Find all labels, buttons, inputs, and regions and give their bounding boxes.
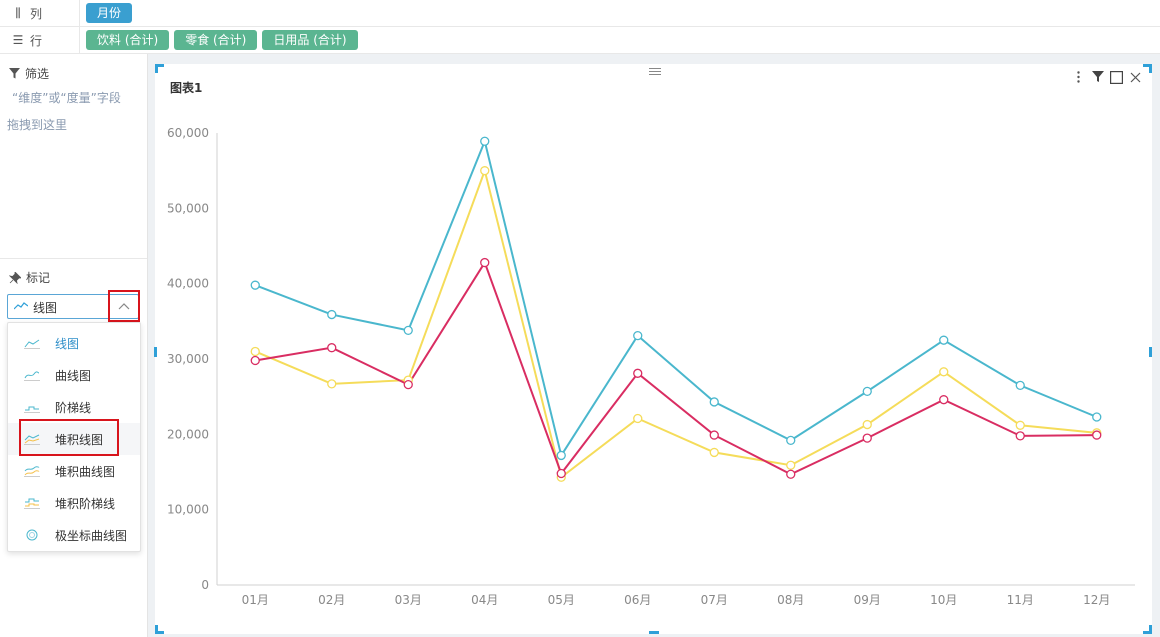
rows-icon: ☰: [12, 33, 24, 47]
filter-section-title: 筛选: [9, 65, 49, 82]
resize-handle-right[interactable]: [1149, 347, 1152, 357]
resize-handle-left[interactable]: [154, 347, 157, 357]
option-polar-curve[interactable]: 极坐标曲线图: [8, 519, 140, 551]
resize-handle-tr[interactable]: [1143, 64, 1152, 73]
chart-toolbar: [1072, 70, 1142, 84]
line-chart-icon: [14, 302, 28, 310]
option-label: 线图: [55, 336, 80, 351]
chart-title: 图表1: [170, 81, 203, 95]
more-icon[interactable]: [1072, 70, 1085, 84]
marks-section-title: 标记: [9, 269, 50, 286]
curve-chart-icon: [24, 371, 40, 381]
option-curve[interactable]: 曲线图: [8, 359, 140, 391]
columns-shelf: ⫼ 列 月份: [0, 0, 1160, 27]
columns-shelf-label: ⫼ 列: [0, 0, 80, 26]
pill-daily-goods[interactable]: 日用品 (合计): [262, 30, 358, 50]
chart-card: [155, 64, 1152, 634]
option-stacked-step[interactable]: 堆积阶梯线: [8, 487, 140, 519]
mark-type-select[interactable]: 线图: [7, 294, 139, 319]
rows-shelf-label: ☰ 行: [0, 27, 80, 53]
polar-chart-icon: [26, 529, 38, 541]
pill-month[interactable]: 月份: [86, 3, 133, 23]
filter-hint-1: “维度”或“度量”字段: [12, 91, 121, 105]
filter-drop-zone[interactable]: 拖拽到这里: [7, 118, 68, 132]
option-stacked-line[interactable]: 堆积线图: [8, 423, 140, 455]
step-chart-icon: [24, 406, 40, 413]
option-stacked-curve[interactable]: 堆积曲线图: [8, 455, 140, 487]
columns-icon: ⫼: [15, 5, 21, 20]
drag-handle-icon[interactable]: [649, 67, 661, 75]
rows-label: 行: [30, 33, 43, 48]
option-line[interactable]: 线图: [8, 327, 140, 359]
divider: [0, 258, 147, 259]
columns-label: 列: [30, 6, 43, 21]
chevron-up-icon: [118, 303, 130, 310]
resize-handle-bottom[interactable]: [649, 631, 659, 634]
marks-title: 标记: [26, 271, 51, 285]
stacked-line-icon: [24, 434, 40, 445]
option-label: 堆积阶梯线: [55, 496, 116, 511]
option-label: 堆积曲线图: [55, 464, 116, 479]
resize-handle-br[interactable]: [1143, 625, 1152, 634]
stacked-step-icon: [24, 498, 40, 509]
mark-type-value: 线图: [33, 301, 58, 315]
line-chart-icon: [24, 339, 40, 349]
mark-type-dropdown-toggle[interactable]: [108, 290, 140, 322]
option-label: 阶梯线: [55, 400, 92, 415]
option-label: 极坐标曲线图: [55, 528, 128, 543]
mark-type-dropdown: 线图 曲线图 阶梯线 堆积线图 堆积曲线图 堆积阶梯线 极坐标曲线图: [7, 322, 141, 552]
pill-beverage[interactable]: 饮料 (合计): [86, 30, 170, 50]
close-icon[interactable]: [1129, 70, 1142, 84]
filter-title: 筛选: [25, 67, 50, 81]
stacked-curve-icon: [24, 466, 40, 477]
pill-snack[interactable]: 零食 (合计): [174, 30, 258, 50]
resize-handle-tl[interactable]: [155, 64, 164, 73]
filter-icon[interactable]: [1091, 70, 1104, 84]
filter-icon: [9, 68, 20, 79]
pin-icon: [9, 271, 21, 284]
option-label: 堆积线图: [55, 432, 104, 447]
left-panel: 筛选 “维度”或“度量”字段 拖拽到这里 标记 线图 线图 曲线图 阶梯线 堆积…: [0, 54, 148, 637]
maximize-icon[interactable]: [1110, 70, 1123, 84]
rows-shelf: ☰ 行 饮料 (合计) 零食 (合计) 日用品 (合计): [0, 27, 1160, 54]
option-label: 曲线图: [55, 368, 92, 383]
option-step[interactable]: 阶梯线: [8, 391, 140, 423]
resize-handle-bl[interactable]: [155, 625, 164, 634]
